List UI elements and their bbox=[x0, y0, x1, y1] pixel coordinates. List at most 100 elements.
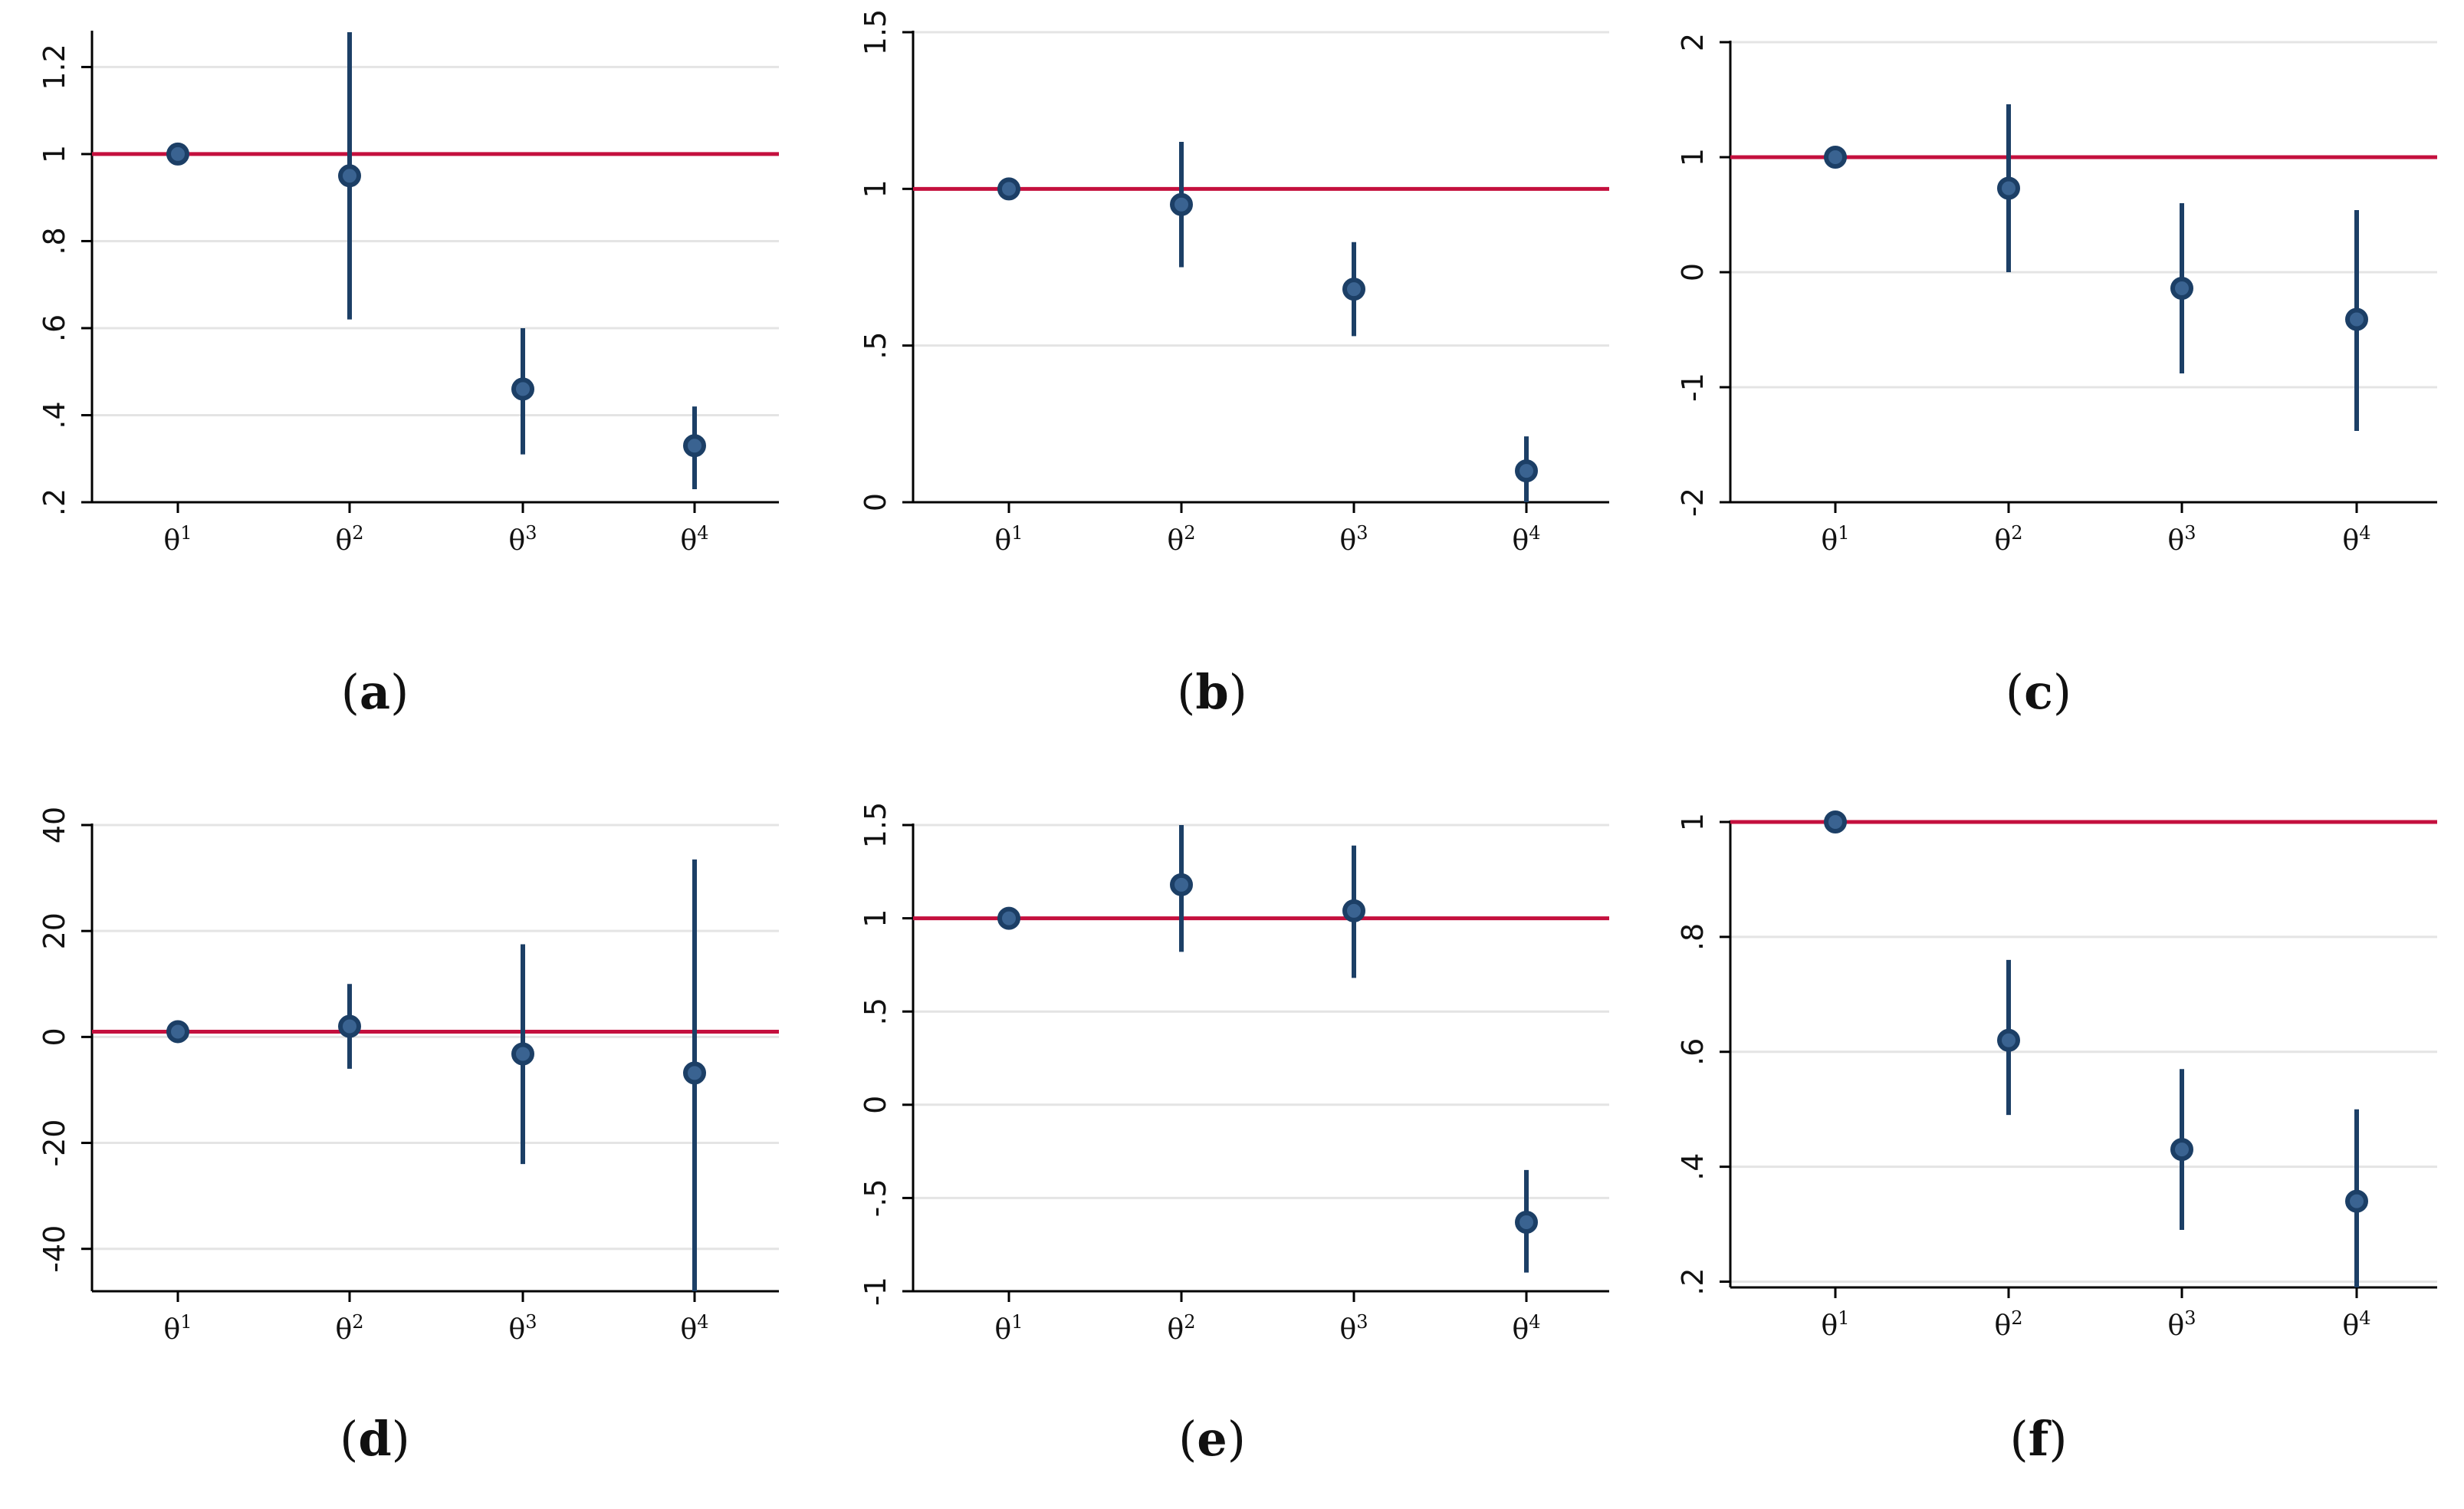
point-estimate bbox=[1342, 278, 1365, 301]
panel-b: 0 .5 1 1.5 θ1 θ2 θ3 θ4 (b) bbox=[821, 0, 1642, 754]
y-tick-label: .4 bbox=[1676, 1152, 1710, 1180]
caption-label: a bbox=[359, 664, 391, 720]
caption-label: c bbox=[2024, 664, 2053, 720]
x-tick-label: θ3 bbox=[509, 1311, 537, 1346]
caption-open-paren: ( bbox=[340, 664, 360, 720]
y-tick-label: 40 bbox=[38, 807, 71, 843]
y-tick-label: -20 bbox=[38, 1119, 71, 1167]
y-tick-label: .5 bbox=[859, 332, 892, 360]
x-tick-label: θ3 bbox=[1340, 522, 1368, 557]
point-estimate bbox=[511, 377, 534, 401]
x-tick-label: θ4 bbox=[2343, 522, 2371, 557]
point-estimate bbox=[2345, 307, 2368, 331]
y-tick-label: .8 bbox=[1676, 923, 1710, 951]
chart-a: .2 .4 .6 .8 1 1.2 θ1 θ2 θ3 θ4 bbox=[38, 31, 779, 557]
point-estimate bbox=[2170, 277, 2193, 300]
caption-open-paren: ( bbox=[2005, 664, 2025, 720]
point-estimate bbox=[997, 906, 1020, 930]
chart-c: -2 -1 0 1 2 θ1 θ2 θ3 θ4 bbox=[1676, 33, 2437, 557]
chart-f: .2 .4 .6 .8 1 θ1 θ2 θ3 θ4 bbox=[1676, 810, 2437, 1342]
x-tick-label: θ4 bbox=[2343, 1307, 2371, 1342]
point-estimate bbox=[683, 434, 706, 458]
caption-open-paren: ( bbox=[1177, 664, 1196, 720]
panel-e: -1 -.5 0 .5 1 1.5 θ1 θ2 θ3 θ4 (e) bbox=[821, 754, 1642, 1509]
caption-open-paren: ( bbox=[2009, 1411, 2029, 1467]
panel-a: .2 .4 .6 .8 1 1.2 θ1 θ2 θ3 θ4 (a) bbox=[0, 0, 821, 754]
chart-d: -40 -20 0 20 40 θ1 θ2 θ3 θ4 bbox=[38, 807, 779, 1346]
y-tick-label: 1 bbox=[859, 909, 892, 928]
point-estimate bbox=[1342, 899, 1365, 922]
panel-caption-e: (e) bbox=[1135, 1412, 1289, 1466]
y-tick-label: .2 bbox=[1676, 1267, 1710, 1295]
y-tick-label: -1 bbox=[1676, 373, 1710, 402]
caption-label: f bbox=[2028, 1411, 2049, 1467]
point-estimate bbox=[338, 1014, 361, 1038]
point-estimate bbox=[997, 177, 1020, 201]
point-estimate bbox=[1170, 192, 1193, 216]
x-tick-label: θ1 bbox=[995, 522, 1023, 557]
y-tick-label: .2 bbox=[38, 488, 71, 516]
panel-caption-d: (d) bbox=[298, 1412, 452, 1466]
y-tick-label: 1.5 bbox=[859, 9, 892, 55]
y-tick-label: .5 bbox=[859, 998, 892, 1025]
y-tick-label: 1 bbox=[1676, 813, 1710, 831]
point-estimate bbox=[1997, 1028, 2020, 1052]
chart-e: -1 -.5 0 .5 1 1.5 θ1 θ2 θ3 θ4 bbox=[859, 802, 1609, 1346]
caption-close-paren: ) bbox=[390, 664, 409, 720]
point-estimate bbox=[2345, 1189, 2368, 1213]
point-estimate bbox=[511, 1042, 534, 1066]
point-estimate bbox=[338, 164, 361, 188]
x-tick-label: θ3 bbox=[509, 522, 537, 557]
x-tick-label: θ1 bbox=[995, 1311, 1023, 1346]
x-tick-label: θ2 bbox=[336, 1311, 364, 1346]
x-tick-label: θ2 bbox=[1168, 1311, 1196, 1346]
y-tick-label: 1.5 bbox=[859, 802, 892, 848]
y-tick-label: 1 bbox=[1676, 148, 1710, 166]
panel-caption-a: (a) bbox=[298, 666, 452, 719]
x-tick-label: θ2 bbox=[1995, 1307, 2023, 1342]
panel-f: .2 .4 .6 .8 1 θ1 θ2 θ3 θ4 (f) bbox=[1642, 754, 2464, 1509]
caption-close-paren: ) bbox=[1227, 1411, 1246, 1467]
y-tick-label: 20 bbox=[38, 912, 71, 949]
y-tick-label: .6 bbox=[1676, 1038, 1710, 1066]
caption-open-paren: ( bbox=[1178, 1411, 1198, 1467]
caption-label: e bbox=[1197, 1411, 1227, 1467]
x-tick-label: θ3 bbox=[2168, 522, 2196, 557]
caption-label: d bbox=[358, 1411, 392, 1467]
x-tick-label: θ4 bbox=[1513, 522, 1541, 557]
x-tick-label: θ1 bbox=[1822, 522, 1850, 557]
y-tick-label: .8 bbox=[38, 227, 71, 255]
y-tick-label: -.5 bbox=[859, 1179, 892, 1217]
caption-label: b bbox=[1195, 664, 1229, 720]
x-tick-label: θ3 bbox=[1340, 1311, 1368, 1346]
x-tick-label: θ3 bbox=[2168, 1307, 2196, 1342]
x-tick-label: θ2 bbox=[1168, 522, 1196, 557]
y-tick-label: 0 bbox=[1676, 263, 1710, 281]
point-estimate bbox=[1515, 1211, 1538, 1234]
y-tick-label: 1 bbox=[38, 145, 71, 163]
y-tick-label: 1 bbox=[859, 179, 892, 198]
y-tick-label: -1 bbox=[859, 1277, 892, 1306]
panel-caption-b: (b) bbox=[1135, 666, 1289, 719]
y-tick-label: 0 bbox=[859, 1096, 892, 1114]
y-tick-label: -2 bbox=[1676, 488, 1710, 517]
panel-caption-f: (f) bbox=[1962, 1412, 2115, 1466]
y-tick-label: -40 bbox=[38, 1225, 71, 1273]
x-tick-label: θ1 bbox=[1822, 1307, 1850, 1342]
caption-open-paren: ( bbox=[340, 1411, 359, 1467]
caption-close-paren: ) bbox=[391, 1411, 410, 1467]
point-estimate bbox=[2170, 1138, 2193, 1162]
panel-caption-c: (c) bbox=[1962, 666, 2115, 719]
chart-b: 0 .5 1 1.5 θ1 θ2 θ3 θ4 bbox=[859, 9, 1609, 557]
x-tick-label: θ2 bbox=[1995, 522, 2023, 557]
y-tick-label: 0 bbox=[859, 493, 892, 511]
panel-d: -40 -20 0 20 40 θ1 θ2 θ3 θ4 (d) bbox=[0, 754, 821, 1509]
point-estimate bbox=[1170, 873, 1193, 896]
point-estimate bbox=[1515, 459, 1538, 483]
x-tick-label: θ2 bbox=[336, 522, 364, 557]
y-tick-label: 0 bbox=[38, 1027, 71, 1046]
point-estimate bbox=[166, 142, 189, 166]
x-tick-label: θ4 bbox=[1513, 1311, 1541, 1346]
y-tick-label: .4 bbox=[38, 401, 71, 429]
point-estimate bbox=[683, 1061, 706, 1085]
